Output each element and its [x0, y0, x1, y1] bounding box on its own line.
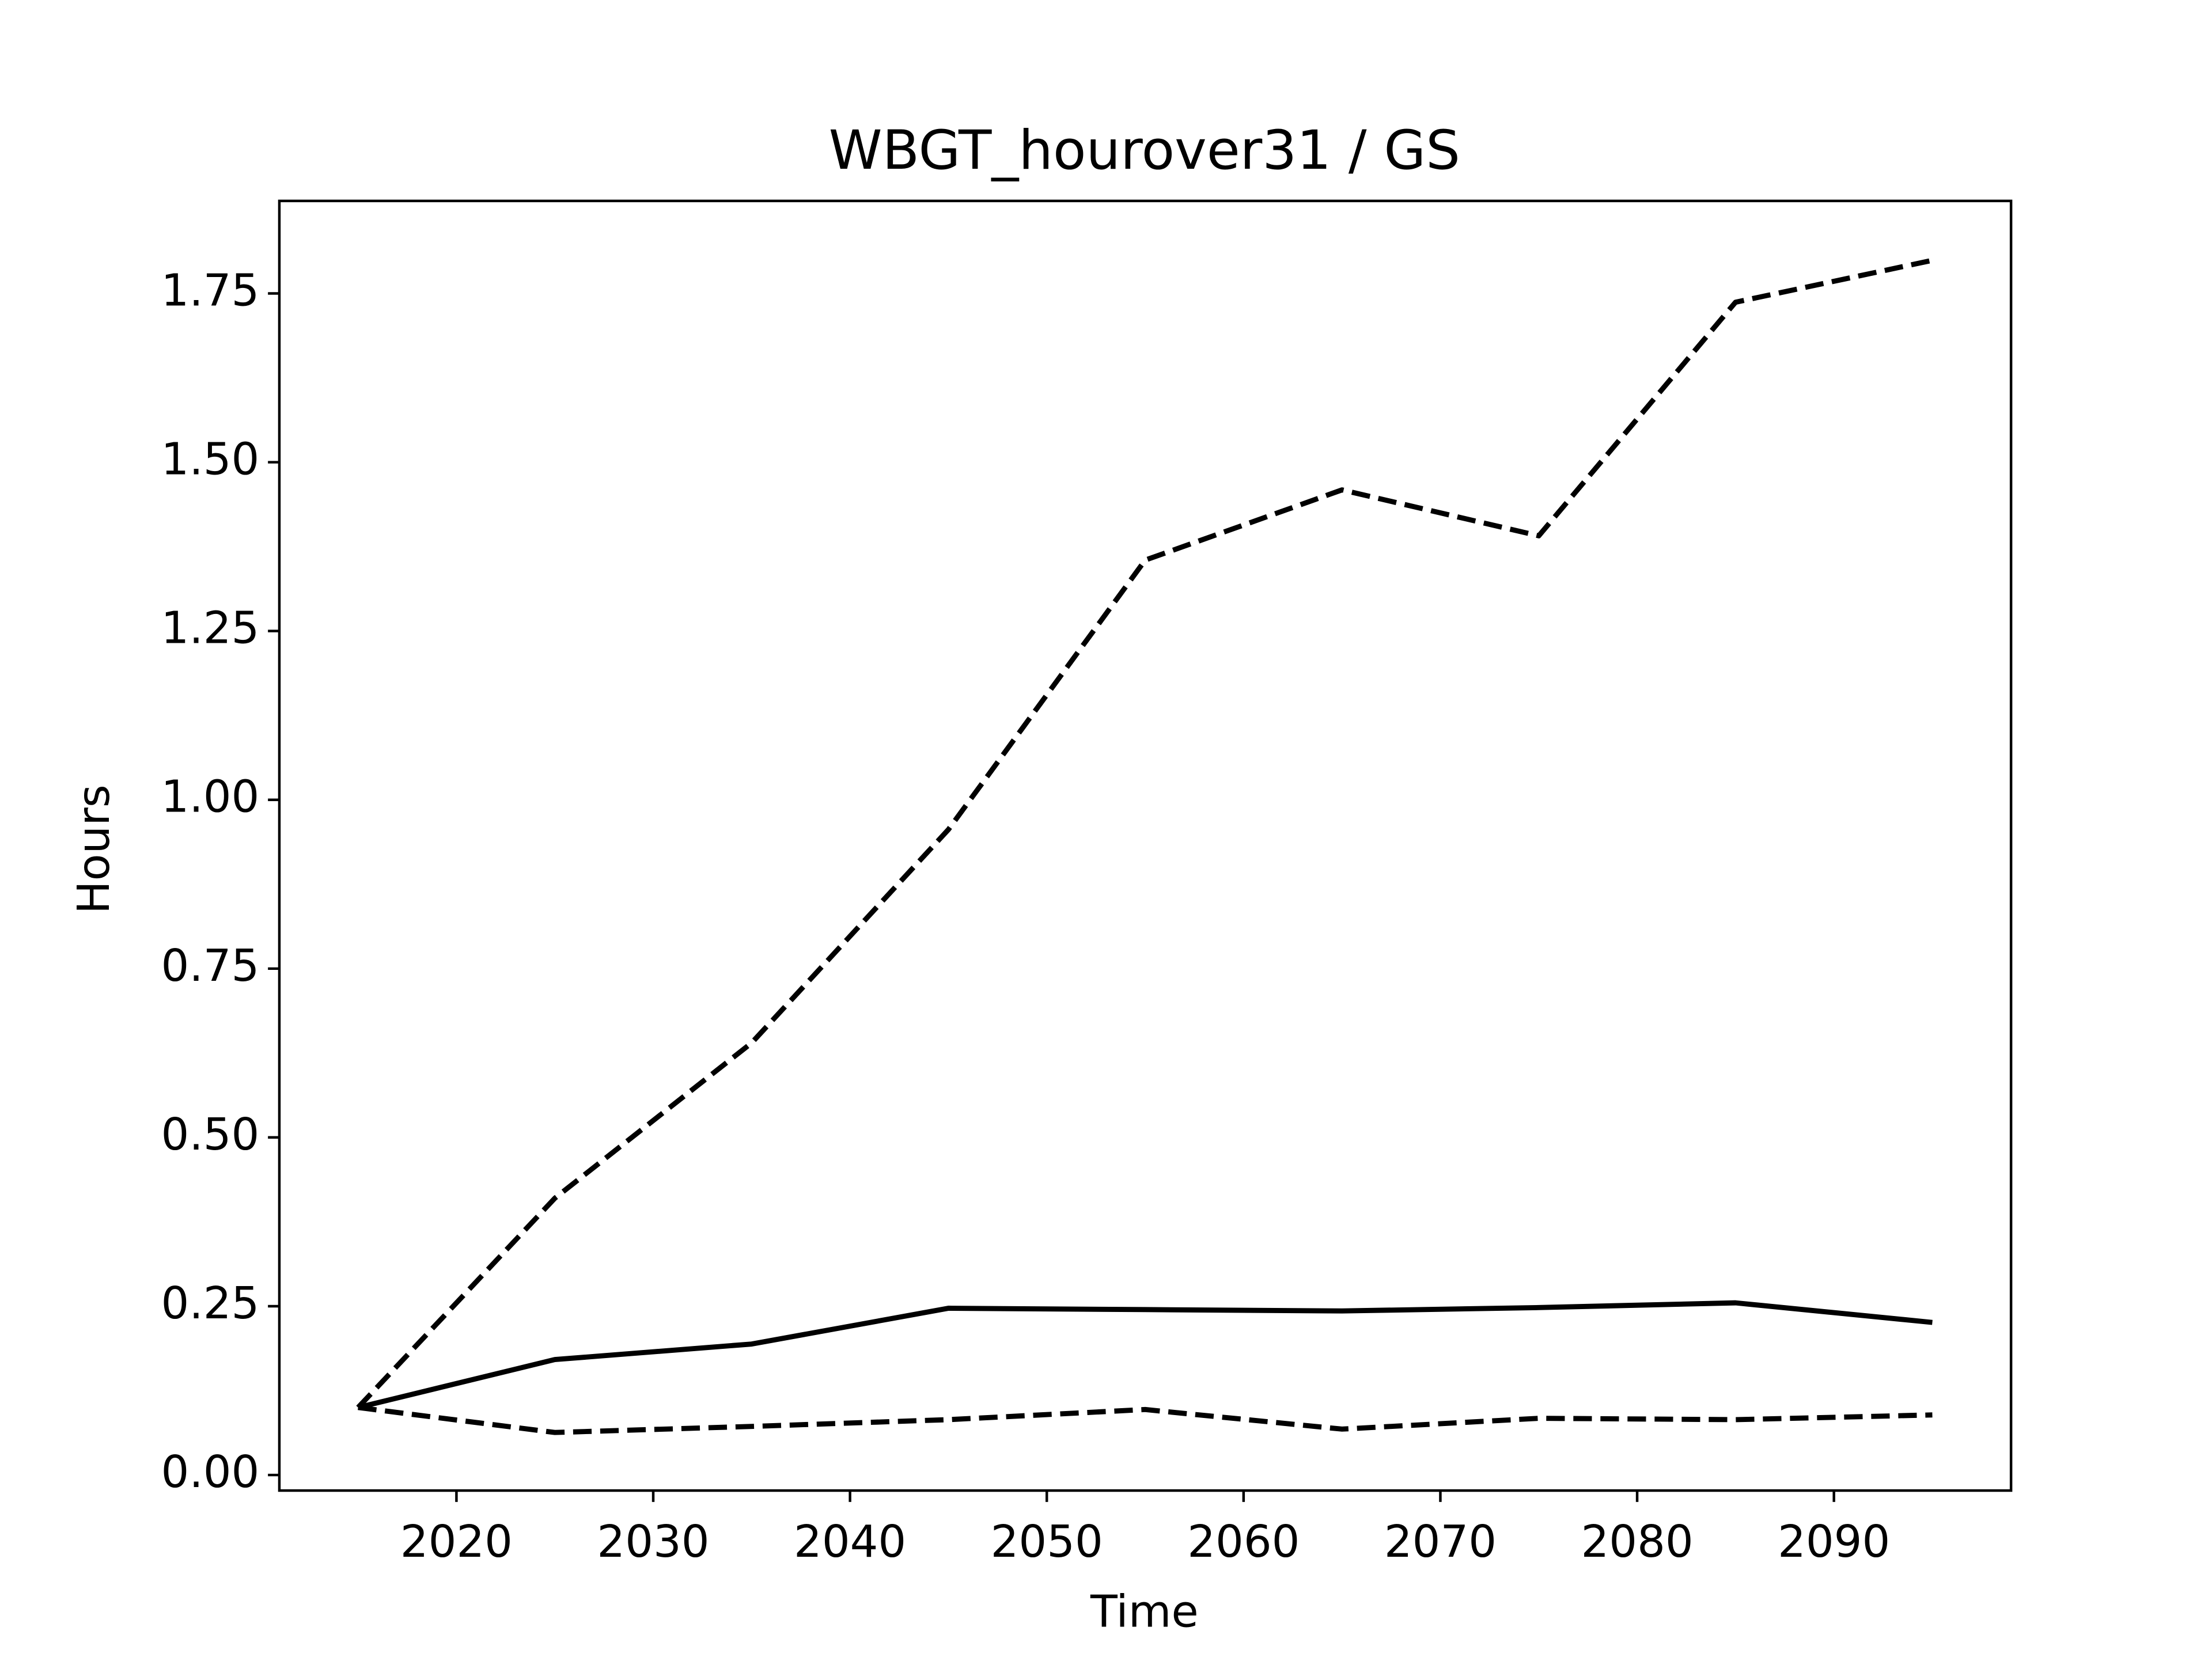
y-tick-label: 0.25 — [161, 1278, 260, 1329]
x-tick-label: 2040 — [794, 1516, 906, 1568]
x-tick-label: 2070 — [1384, 1516, 1497, 1568]
y-tick-label: 1.75 — [161, 265, 260, 316]
x-tick-label: 2050 — [991, 1516, 1103, 1568]
x-tick-label: 2030 — [597, 1516, 709, 1568]
y-tick-label: 0.50 — [161, 1109, 260, 1161]
x-axis-label: Time — [1090, 1586, 1199, 1637]
y-tick-label: 0.75 — [161, 941, 260, 992]
x-tick-label: 2020 — [400, 1516, 513, 1568]
y-tick-label: 0.00 — [161, 1447, 260, 1498]
y-tick-label: 1.25 — [161, 603, 260, 654]
x-tick-label: 2090 — [1778, 1516, 1890, 1568]
chart-title: WBGT_hourover31 / GS — [829, 119, 1460, 182]
y-tick-label: 1.50 — [161, 434, 260, 486]
y-axis-label: Hours — [69, 784, 120, 914]
plot-frame — [278, 199, 2013, 1492]
x-tick-label: 2060 — [1187, 1516, 1300, 1568]
line-series — [356, 257, 1933, 1409]
line-series — [357, 1300, 1933, 1410]
y-tick-label: 1.00 — [161, 772, 260, 823]
line-series — [358, 1405, 1933, 1435]
x-tick-label: 2080 — [1581, 1516, 1693, 1568]
